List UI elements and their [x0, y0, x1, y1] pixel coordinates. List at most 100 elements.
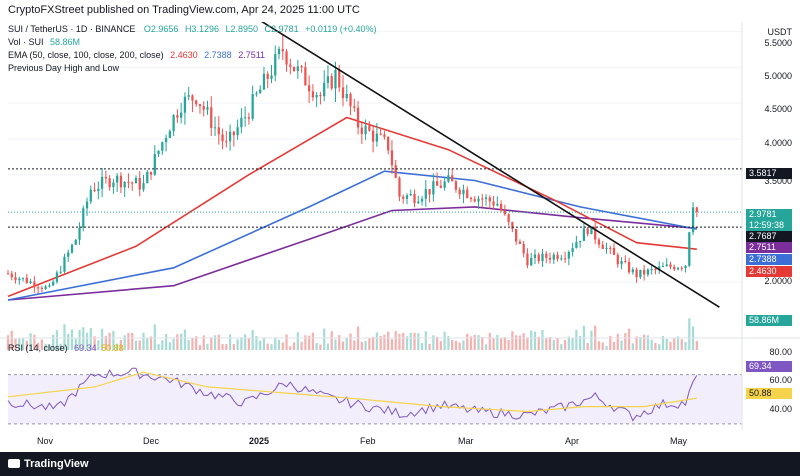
- candle-body: [484, 197, 488, 200]
- candle-body: [292, 66, 296, 72]
- volume-bar: [432, 335, 435, 350]
- candle-body: [330, 76, 333, 89]
- volume-bar: [661, 335, 665, 350]
- volume-bar: [590, 330, 593, 350]
- candle-body: [499, 203, 503, 211]
- candle-body: [119, 175, 123, 188]
- volume-bar: [413, 332, 416, 350]
- candle-body: [232, 131, 235, 136]
- candle-body: [462, 189, 465, 195]
- candle-body: [89, 189, 92, 202]
- rsi-line: [7, 367, 698, 422]
- volume-bar: [650, 339, 653, 350]
- candle-body: [669, 264, 672, 267]
- volume-bar: [270, 344, 273, 350]
- volume-bar: [680, 339, 683, 350]
- volume-bar: [417, 333, 420, 350]
- candle-body: [560, 258, 563, 260]
- pdl-badge: 2.7687: [746, 231, 792, 242]
- volume-bar: [643, 334, 646, 350]
- candle-body: [432, 181, 435, 195]
- candle-body: [281, 48, 284, 52]
- volume-bar: [149, 336, 153, 350]
- volume-bar: [646, 335, 650, 350]
- candle-body: [323, 82, 326, 97]
- volume-bar: [225, 344, 228, 350]
- volume-bar: [409, 332, 412, 350]
- candle-body: [183, 96, 187, 113]
- candle-body: [277, 48, 281, 55]
- candle-body: [563, 258, 567, 260]
- volume-bar: [168, 342, 171, 350]
- volume-bar: [330, 331, 333, 350]
- candle-body: [676, 267, 680, 270]
- candle-body: [296, 66, 299, 72]
- volume-bar: [477, 335, 480, 350]
- candle-body: [108, 178, 111, 188]
- candle-body: [526, 253, 529, 266]
- candle-body: [435, 181, 439, 186]
- volume-bar: [567, 336, 570, 350]
- volume-bar: [319, 344, 322, 350]
- candle-body: [259, 89, 262, 94]
- candle-body: [18, 278, 21, 281]
- volume-bar: [262, 337, 266, 350]
- candle-body: [6, 273, 10, 275]
- candle-body: [25, 277, 28, 283]
- candle-body: [63, 256, 66, 272]
- volume-bar: [146, 337, 149, 350]
- candle-body: [217, 127, 220, 135]
- volume-bar: [394, 330, 397, 350]
- volume-bar: [255, 336, 258, 350]
- candle-body: [639, 269, 642, 278]
- volume-bar: [198, 344, 202, 350]
- candle-body: [383, 134, 386, 137]
- volume-bar: [537, 336, 540, 350]
- candle-body: [522, 243, 525, 254]
- volume-bar: [658, 344, 661, 350]
- legend-ema200-value: 2.7511: [238, 50, 266, 60]
- price-tick: 4.5000: [764, 104, 792, 114]
- ema-lines: [7, 116, 697, 301]
- rsi-tick: 80.00: [769, 347, 792, 357]
- candle-body: [116, 175, 119, 183]
- candle-body: [14, 277, 17, 281]
- volume-bar: [116, 343, 119, 350]
- volume-bar: [507, 339, 510, 350]
- candle-body: [236, 127, 239, 136]
- candle-body: [251, 94, 254, 119]
- candle-body: [228, 131, 232, 142]
- volume-bar: [244, 334, 247, 350]
- volume-bar: [556, 337, 559, 350]
- volume-bar: [18, 338, 21, 350]
- candle-body: [481, 198, 484, 200]
- candle-body: [198, 104, 202, 107]
- candle-body: [97, 188, 100, 192]
- legend-pdhl: Previous Day High and Low: [8, 63, 120, 73]
- volume-bar: [341, 341, 345, 350]
- volume-bar: [368, 337, 371, 350]
- candle-body: [661, 266, 665, 268]
- candle-body: [55, 272, 59, 282]
- volume-bar: [616, 333, 619, 350]
- candle-body: [195, 100, 198, 105]
- volume-bar: [29, 333, 32, 350]
- candle-body: [244, 117, 247, 119]
- candle-body: [33, 281, 36, 288]
- volume-bar: [44, 343, 47, 350]
- candle-body: [405, 195, 409, 199]
- candle-body: [29, 281, 32, 283]
- volume-badge: 58.86M: [746, 315, 792, 326]
- candle-body: [695, 207, 698, 212]
- candle-body: [552, 254, 555, 260]
- candle-body: [631, 269, 634, 273]
- month-label: May: [670, 436, 688, 446]
- candle-body: [307, 85, 311, 92]
- candle-body: [548, 257, 552, 260]
- volume-bar: [609, 335, 612, 350]
- price-chart[interactable]: [0, 22, 800, 452]
- candle-body: [518, 241, 522, 244]
- candle-body: [52, 281, 55, 286]
- volume-bar: [274, 337, 277, 350]
- candle-body: [447, 175, 450, 182]
